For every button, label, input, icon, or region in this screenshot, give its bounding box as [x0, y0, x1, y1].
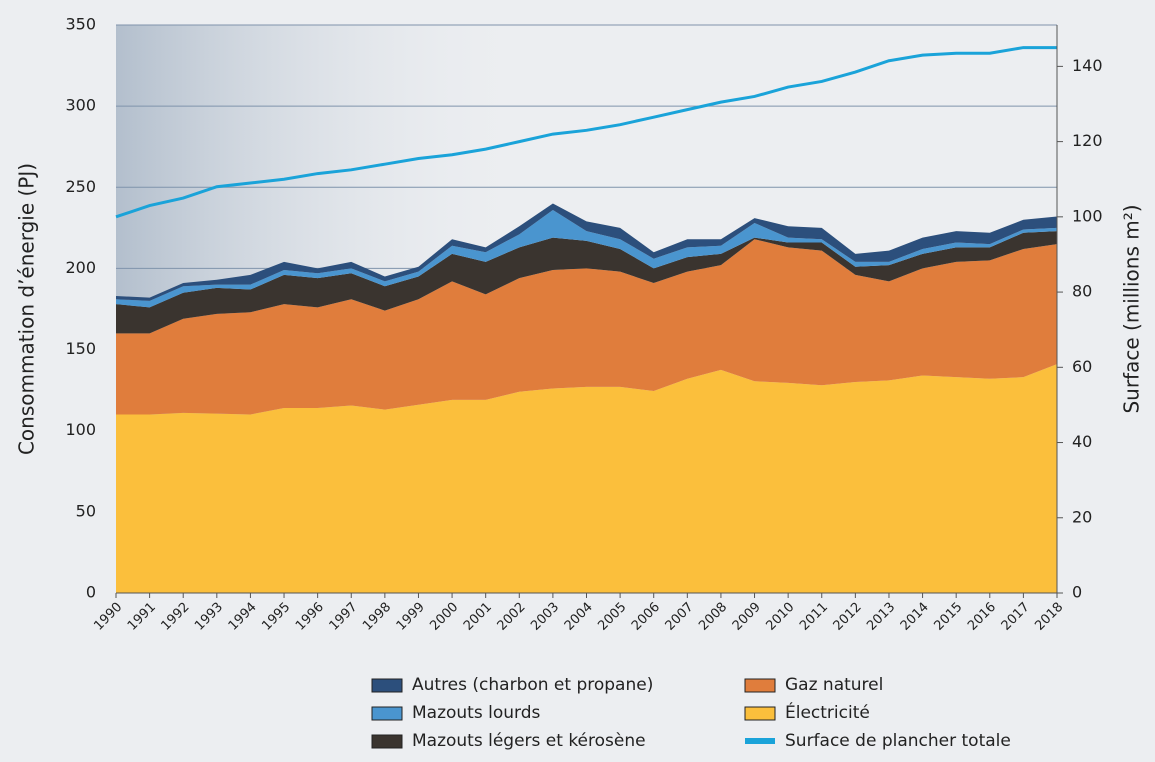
- x-tick-label: 1994: [226, 600, 260, 634]
- y-tick-label: 350: [65, 15, 96, 34]
- x-tick-label: 1992: [159, 600, 193, 634]
- y-tick-label: 50: [76, 501, 96, 520]
- x-tick-label: 2018: [1032, 600, 1066, 634]
- surface-line: [115, 46, 1057, 219]
- x-tick-label: 2005: [595, 600, 629, 634]
- y2-tick-label: 0: [1072, 583, 1082, 602]
- x-tick-label: 1996: [293, 600, 327, 634]
- x-tick-label: 2002: [495, 600, 529, 634]
- areas: [116, 203, 1057, 593]
- legend-label: Mazouts légers et kérosène: [412, 731, 646, 751]
- legend-label: Surface de plancher totale: [785, 731, 1011, 751]
- y2-tick-label: 120: [1072, 131, 1103, 150]
- x-tick-label: 2000: [427, 600, 461, 634]
- y-axis-title: Consommation d’énergie (PJ): [15, 163, 39, 455]
- x-tick-label: 2012: [831, 600, 865, 634]
- y-tick-label: 0: [86, 583, 96, 602]
- x-tick-label: 2007: [663, 600, 697, 634]
- x-tick-label: 2015: [931, 600, 965, 634]
- legend-swatch: [744, 706, 776, 721]
- x-tick-label: 2016: [965, 600, 999, 634]
- y2-tick-label: 20: [1072, 507, 1092, 526]
- y-tick-label: 300: [65, 96, 96, 115]
- x-tick-label: 2011: [797, 600, 831, 634]
- legend-swatch: [744, 678, 776, 693]
- x-tick-label: 2010: [763, 600, 797, 634]
- legend-label: Autres (charbon et propane): [412, 675, 653, 695]
- x-tick-label: 2013: [864, 600, 898, 634]
- x-tick-label: 2009: [730, 600, 764, 634]
- x-tick-label: 1995: [259, 600, 293, 634]
- legend-label: Mazouts lourds: [412, 703, 540, 723]
- y2-tick-label: 60: [1072, 357, 1092, 376]
- x-tick-label: 2003: [528, 600, 562, 634]
- legend-label: Gaz naturel: [785, 675, 883, 695]
- area: [116, 239, 1057, 415]
- x-tick-label: 2008: [696, 600, 730, 634]
- y-tick-label: 150: [65, 339, 96, 358]
- x-tick-label: 2001: [461, 600, 495, 634]
- x-tick-label: 2004: [562, 600, 596, 634]
- x-tick-label: 2006: [629, 600, 663, 634]
- y-tick-label: 100: [65, 420, 96, 439]
- area: [116, 203, 1057, 301]
- x-tick-label: 1999: [394, 600, 428, 634]
- x-tick-label: 1997: [327, 600, 361, 634]
- legend-swatch: [371, 678, 403, 693]
- y-tick-label: 250: [65, 177, 96, 196]
- y-tick-label: 200: [65, 258, 96, 277]
- x-tick-label: 1993: [192, 600, 226, 634]
- legend-swatch: [371, 734, 403, 749]
- y2-tick-label: 100: [1072, 206, 1103, 225]
- legend-swatch: [371, 706, 403, 721]
- x-tick-label: 2014: [898, 600, 932, 634]
- y2-tick-label: 80: [1072, 282, 1092, 301]
- y2-tick-label: 40: [1072, 432, 1092, 451]
- area: [116, 231, 1057, 334]
- legend-label: Électricité: [785, 701, 870, 723]
- legend-swatch: [745, 738, 775, 744]
- x-tick-label: 1991: [125, 600, 159, 634]
- x-tick-label: 1998: [360, 600, 394, 634]
- area: [116, 364, 1057, 593]
- x-tick-label: 2017: [999, 600, 1033, 634]
- x-tick-label: 1990: [91, 600, 125, 634]
- y2-tick-label: 140: [1072, 56, 1103, 75]
- y2-axis-title: Surface (millions m²): [1120, 204, 1144, 413]
